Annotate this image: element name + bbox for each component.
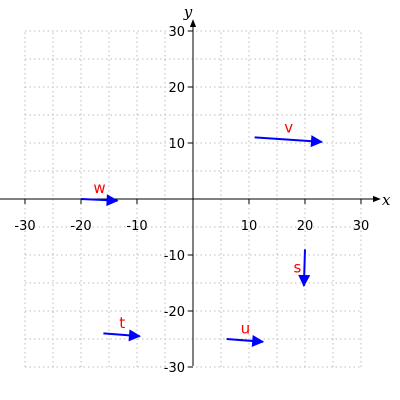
x-tick-label: 30 — [353, 219, 370, 234]
vector-v — [254, 135, 323, 148]
y-axis-label: y — [183, 3, 193, 21]
x-axis-label: x — [382, 191, 391, 209]
y-tick-label: 10 — [168, 137, 185, 152]
x-tick-label: -10 — [126, 219, 147, 234]
vector-w — [80, 194, 119, 207]
y-tick-label: -20 — [164, 305, 185, 320]
y-tick-label: -10 — [164, 249, 185, 264]
y-tick-label: 20 — [168, 81, 185, 96]
vector-label-v: v — [284, 119, 293, 137]
vector-label-s: s — [294, 258, 302, 276]
x-tick-label: -20 — [70, 219, 91, 234]
vector-label-w: w — [93, 179, 105, 197]
y-tick-label: -30 — [164, 361, 185, 376]
vector-s — [298, 249, 311, 287]
x-tick-label: 20 — [297, 219, 314, 234]
x-tick-label: -30 — [14, 219, 35, 234]
vector-label-t: t — [119, 314, 125, 332]
vectors: v w s t u — [80, 119, 323, 347]
vector-t — [103, 329, 141, 342]
x-tick-label: 10 — [241, 219, 258, 234]
y-tick-label: 30 — [168, 25, 185, 40]
vector-u — [226, 334, 265, 347]
tick-labels: -30 -20 -10 10 20 30 -30 -20 -10 10 20 30 — [14, 25, 369, 376]
vector-label-u: u — [241, 319, 251, 337]
axes: xy — [0, 3, 391, 366]
